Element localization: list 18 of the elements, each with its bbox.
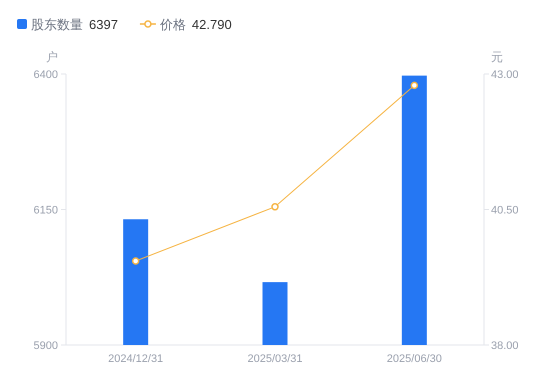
y2-tick-label: 43.00 xyxy=(491,69,519,81)
y-tick-label: 5900 xyxy=(34,340,58,352)
text: 42.790 xyxy=(192,17,232,32)
legend-label: 价格 xyxy=(158,17,186,32)
point xyxy=(132,257,140,265)
y-tick-label: 6150 xyxy=(34,204,58,216)
y-axis-title: 户 xyxy=(46,50,58,64)
x-tick-label: 2025/03/31 xyxy=(247,353,303,365)
point xyxy=(410,82,418,90)
point xyxy=(271,203,279,211)
x-tick-label: 2024/12/31 xyxy=(108,353,164,365)
legend-label: 股东数量 xyxy=(31,17,83,32)
y2-tick-label: 38.00 xyxy=(491,340,519,352)
y-tick-label: 6400 xyxy=(34,69,58,81)
y2-axis-title: 元 xyxy=(491,50,503,64)
text: 6397 xyxy=(89,17,118,32)
y2-tick-label: 40.50 xyxy=(491,204,519,216)
x-tick-label: 2025/06/30 xyxy=(386,353,442,365)
